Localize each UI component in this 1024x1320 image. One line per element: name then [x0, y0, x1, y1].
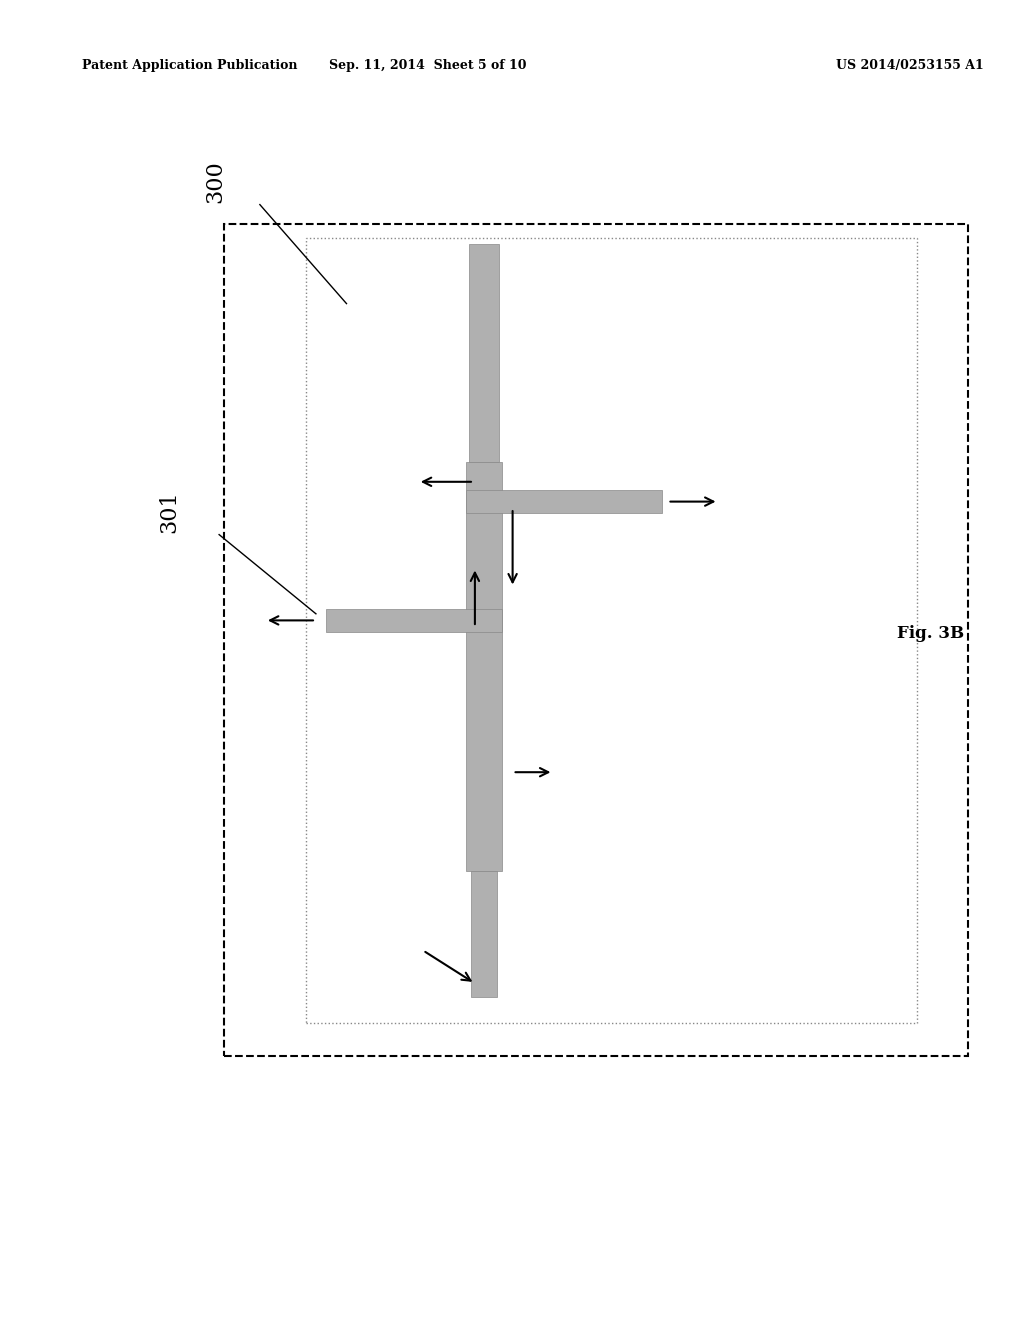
- Bar: [326, 609, 503, 632]
- Text: Fig. 3B: Fig. 3B: [897, 626, 964, 642]
- Text: Patent Application Publication: Patent Application Publication: [82, 59, 297, 73]
- Text: 301: 301: [158, 490, 180, 533]
- Bar: [466, 490, 663, 513]
- Bar: [466, 462, 503, 871]
- Text: 300: 300: [204, 160, 226, 203]
- Text: US 2014/0253155 A1: US 2014/0253155 A1: [836, 59, 983, 73]
- Bar: [471, 871, 497, 997]
- Text: Sep. 11, 2014  Sheet 5 of 10: Sep. 11, 2014 Sheet 5 of 10: [330, 59, 526, 73]
- Bar: [469, 244, 499, 462]
